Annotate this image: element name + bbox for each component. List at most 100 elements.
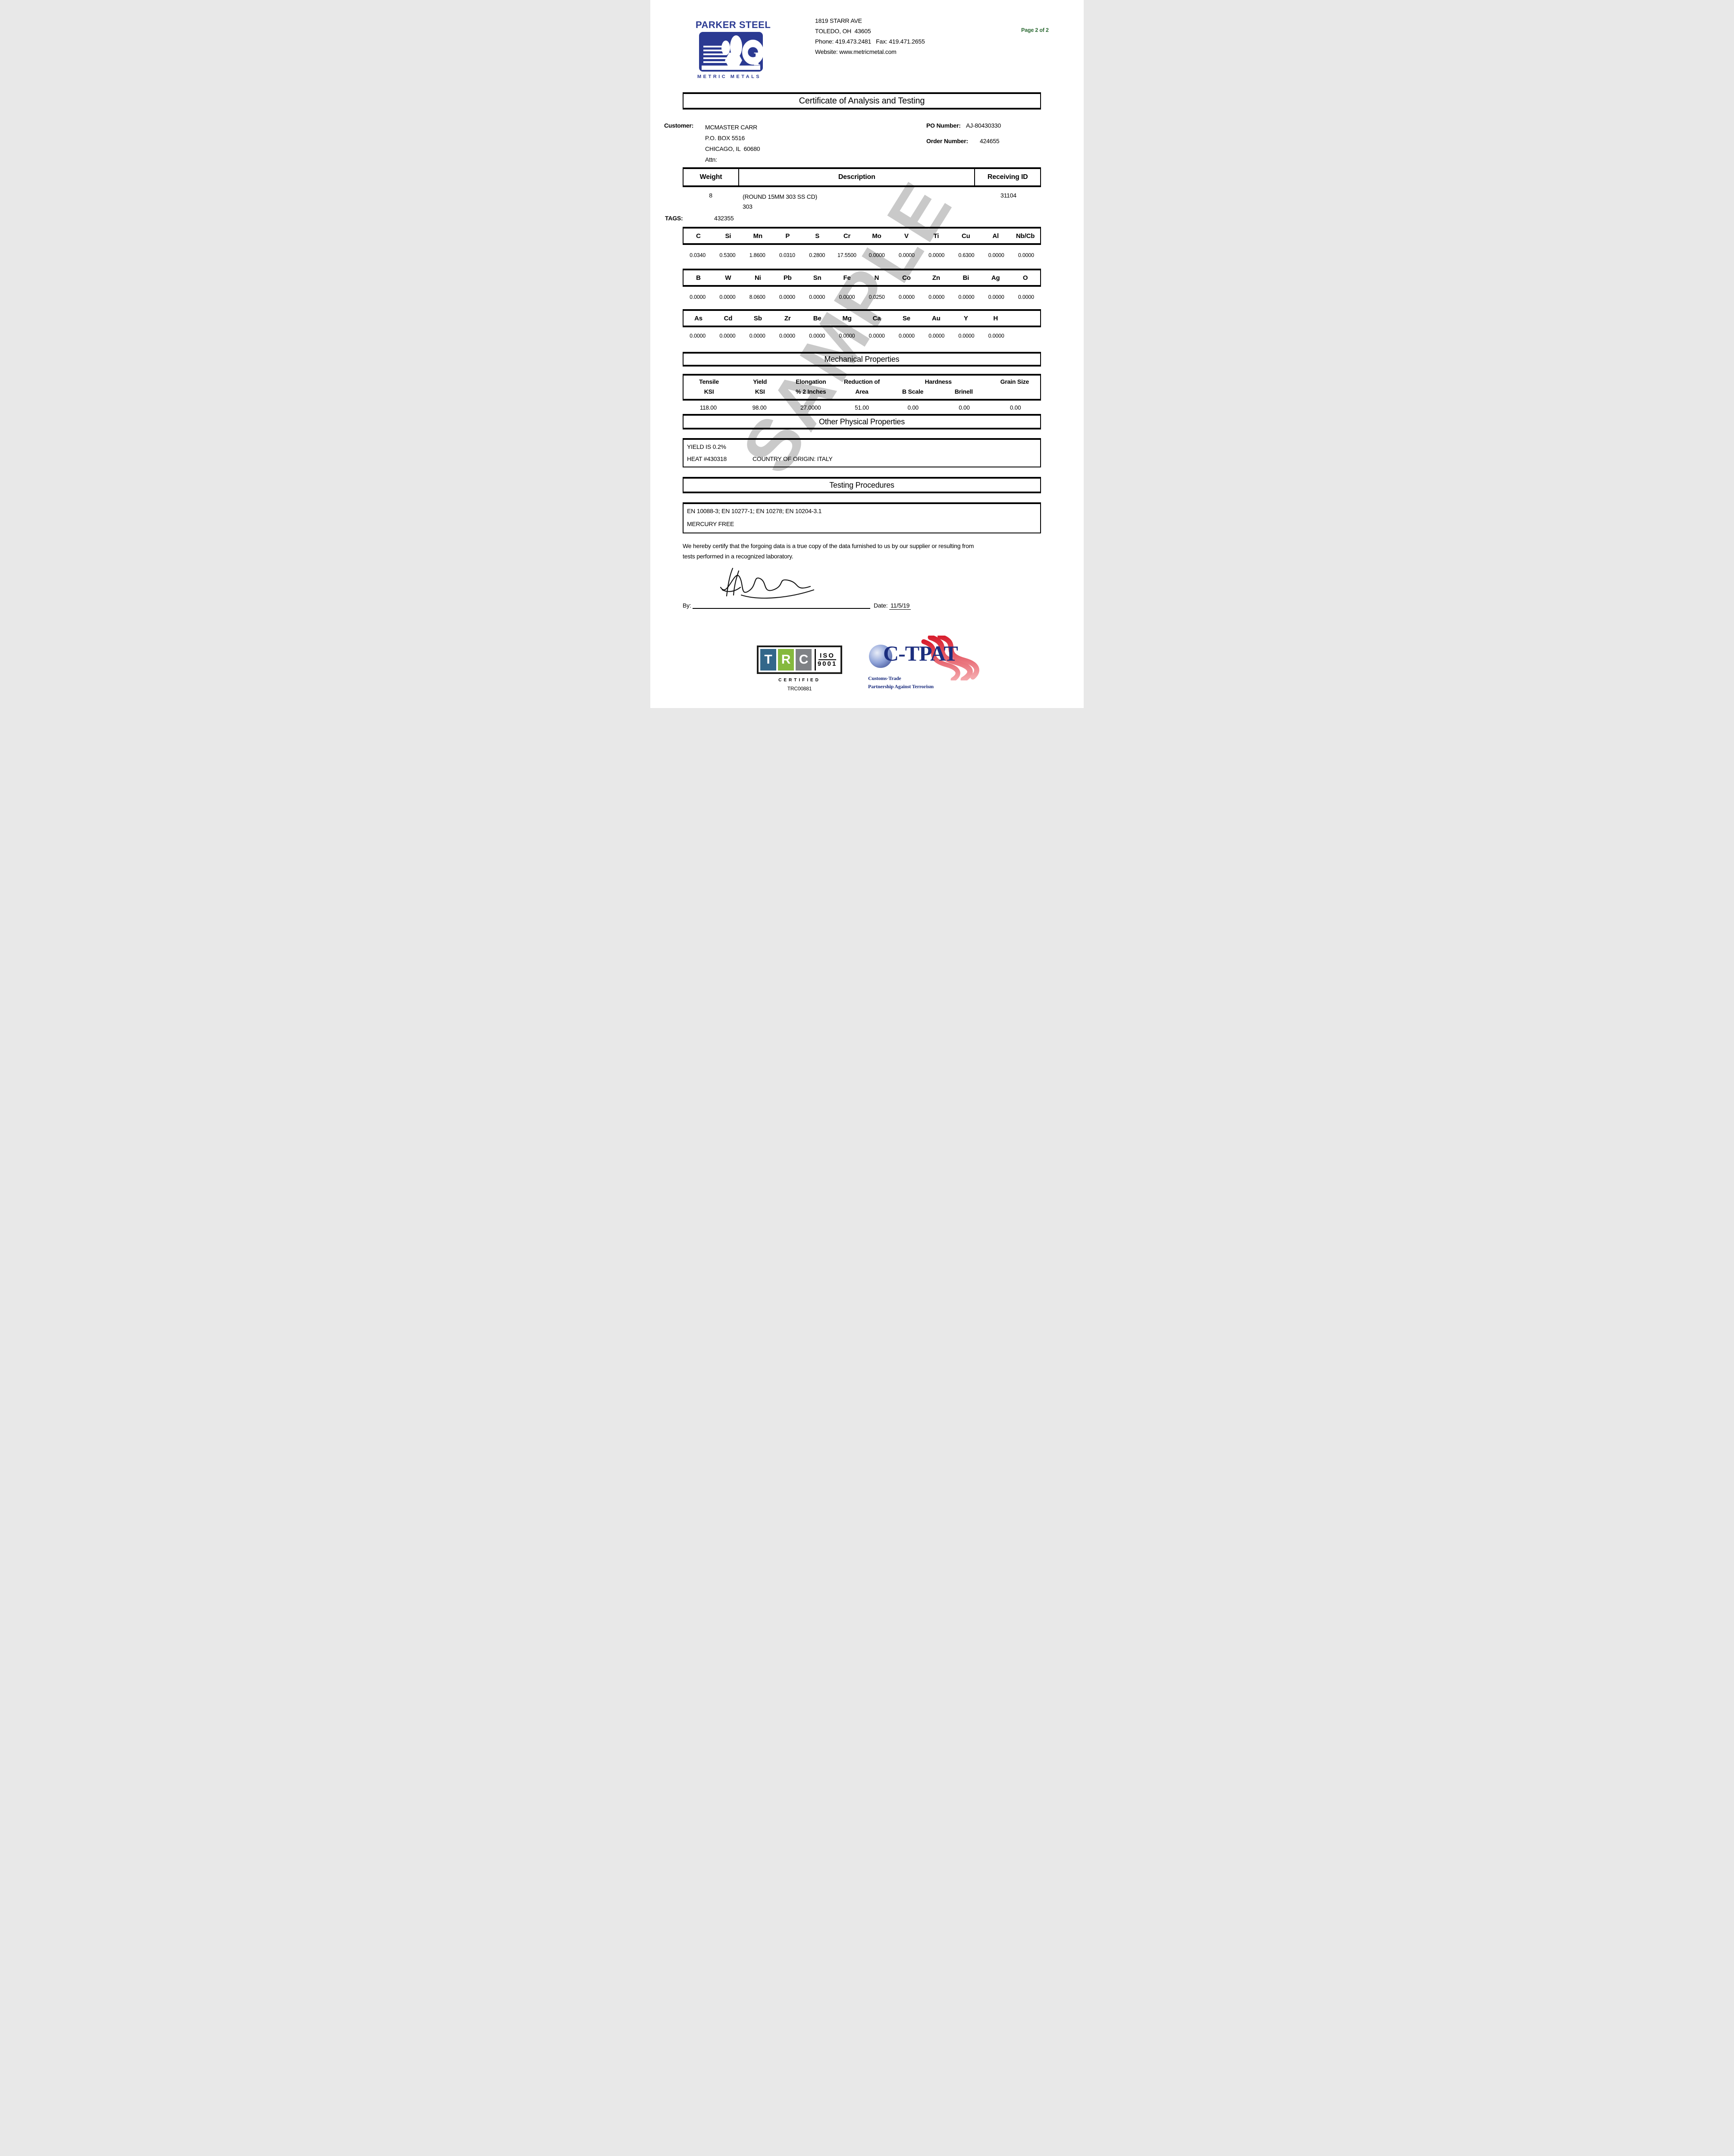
po-number-value: AJ-80430330	[966, 122, 1001, 129]
element-symbol	[1010, 315, 1040, 322]
element-symbol: Mo	[872, 232, 881, 240]
element-value: 0.0000	[1018, 252, 1034, 258]
element-symbol: S	[815, 232, 820, 240]
element-value: 0.0000	[839, 333, 855, 339]
mech-header: Elongation	[796, 378, 826, 385]
element-symbol: Sb	[753, 314, 762, 322]
ctpat-subtitle-line1: Customs-Trade	[868, 675, 901, 681]
element-symbol: Al	[992, 232, 999, 240]
element-symbol: W	[725, 274, 731, 282]
customer-address1: P.O. BOX 5516	[705, 135, 745, 141]
element-value: 0.0000	[988, 294, 1004, 300]
element-value: 0.0000	[898, 333, 915, 339]
flat-bar-icon	[702, 66, 760, 70]
iso-number: 9001	[817, 660, 837, 667]
receiving-id-column-header: Receiving ID	[987, 173, 1028, 181]
element-value: 0.0000	[869, 333, 885, 339]
element-symbol: P	[785, 232, 790, 240]
tags-label: TAGS:	[665, 215, 683, 222]
receiving-id-value: 31104	[1000, 192, 1016, 199]
company-address-block: 1819 STARR AVE TOLEDO, OH 43605 Phone: 4…	[815, 16, 925, 57]
weight-value: 8	[709, 192, 712, 199]
element-value: 0.0000	[690, 333, 706, 339]
mech-subheader: Brinell	[954, 388, 973, 395]
element-value: 0.0000	[869, 252, 885, 258]
trc-certified-label: CERTIFIED	[778, 678, 821, 683]
chem-table-1-values: 0.0340 0.5300 1.8600 0.0310 0.2800 17.55…	[683, 252, 1041, 258]
address-line: TOLEDO, OH 43605	[815, 28, 871, 34]
iso-label: ISO	[818, 652, 836, 660]
mech-header: Tensile	[699, 378, 719, 385]
mech-subheader: B Scale	[902, 388, 924, 395]
mech-header: Reduction of	[843, 378, 880, 385]
address-line: 1819 STARR AVE	[815, 17, 862, 24]
trc-certificate-number: TRC00881	[787, 686, 812, 692]
element-symbol: Si	[725, 232, 731, 240]
address-phone-fax: Phone: 419.473.2481 Fax: 419.471.2655	[815, 38, 925, 45]
certification-statement-line1: We hereby certify that the forgoing data…	[683, 542, 974, 549]
element-symbol: B	[696, 274, 701, 282]
element-symbol: Ti	[933, 232, 939, 240]
element-value: 0.0000	[690, 294, 706, 300]
mech-subheader: % 2 Inches	[796, 388, 826, 395]
certificate-title-box: Certificate of Analysis and Testing	[683, 92, 1041, 110]
element-symbol: Cu	[961, 232, 970, 240]
ctpat-logo-graphic	[869, 636, 979, 680]
tags-value: 432355	[714, 215, 734, 222]
ctpat-wordmark: C-TPAT	[883, 641, 958, 665]
element-value: 0.0000	[779, 294, 795, 300]
mech-header: Yield	[753, 378, 767, 385]
description-line1: (ROUND 15MM 303 SS CD)	[743, 193, 817, 200]
address-website: Website: www.metricmetal.com	[815, 48, 897, 55]
customer-attn-label: Attn:	[705, 156, 717, 163]
mech-subheader: KSI	[755, 388, 765, 395]
element-symbol: Ca	[872, 314, 881, 322]
testing-procedures-title-box: Testing Procedures	[683, 477, 1041, 493]
order-number-value: 424655	[980, 138, 1000, 144]
element-symbol: Zn	[932, 274, 940, 282]
shipment-header-row: Weight Description Receiving ID	[683, 167, 1041, 187]
mech-header: Grain Size	[1000, 378, 1029, 385]
element-value: 0.0000	[1018, 294, 1034, 300]
customer-address2: CHICAGO, IL 60680	[705, 145, 760, 152]
element-symbol: Au	[932, 314, 941, 322]
element-symbol: As	[694, 314, 702, 322]
element-value: 0.0310	[779, 252, 795, 258]
mech-value: 0.00	[1010, 404, 1021, 411]
tube-ring-icon	[742, 40, 763, 65]
mercury-free-note: MERCURY FREE	[687, 520, 734, 527]
element-value: 0.0000	[928, 252, 945, 258]
heat-number: HEAT #430318	[687, 455, 727, 462]
mech-value: 27.0000	[800, 404, 821, 411]
certification-statement-line2: tests performed in a recognized laborato…	[683, 553, 793, 560]
trc-letter-t: T	[760, 649, 776, 671]
country-of-origin: COUNTRY OF ORIGIN: ITALY	[753, 455, 833, 462]
element-value: 0.0000	[898, 252, 915, 258]
trc-letter-c: C	[796, 649, 812, 671]
chem-table-1-header: C Si Mn P S Cr Mo V Ti Cu Al Nb/Cb	[683, 227, 1041, 245]
mech-value: 98.00	[752, 404, 767, 411]
other-physical-title-box: Other Physical Properties	[683, 414, 1041, 429]
element-symbol: Ni	[755, 274, 761, 282]
mechanical-table-header: Tensile Yield Elongation Reduction of Ha…	[683, 374, 1041, 401]
element-symbol: O	[1022, 274, 1028, 282]
testing-procedures-title: Testing Procedures	[829, 480, 894, 489]
po-number-label: PO Number:	[926, 122, 961, 129]
description-line2: 303	[743, 203, 753, 210]
date-value: 11/5/19	[889, 602, 911, 610]
globe-sphere-icon	[869, 645, 892, 668]
other-physical-content-box: YIELD IS 0.2% HEAT #430318 COUNTRY OF OR…	[683, 438, 1041, 467]
mech-subheader: Area	[855, 388, 869, 395]
element-symbol: Mg	[842, 314, 852, 322]
chem-table-3-values: 0.0000 0.0000 0.0000 0.0000 0.0000 0.000…	[683, 333, 1041, 339]
element-value: 0.0000	[749, 333, 765, 339]
date-label: Date:	[874, 602, 888, 609]
customer-name: MCMASTER CARR	[705, 124, 758, 131]
mech-value: 0.00	[907, 404, 919, 411]
element-value: 0.0000	[928, 294, 945, 300]
chem-table-2-header: B W Ni Pb Sn Fe N Co Zn Bi Ag O	[683, 269, 1041, 287]
element-symbol: Fe	[843, 274, 851, 282]
element-symbol: C	[696, 232, 701, 240]
mech-value: 0.00	[959, 404, 970, 411]
element-value: 0.0000	[839, 294, 855, 300]
